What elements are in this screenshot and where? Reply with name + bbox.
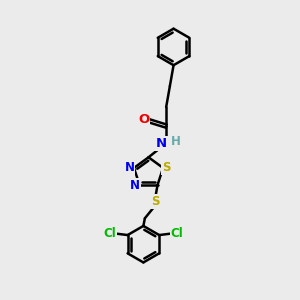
Text: N: N [124, 161, 134, 174]
Text: S: S [151, 195, 159, 208]
Text: O: O [138, 113, 149, 126]
Text: S: S [162, 161, 171, 174]
Text: Cl: Cl [170, 227, 183, 240]
Text: N: N [130, 178, 140, 191]
Text: Cl: Cl [103, 227, 116, 240]
Text: H: H [171, 136, 181, 148]
Text: N: N [155, 137, 167, 150]
